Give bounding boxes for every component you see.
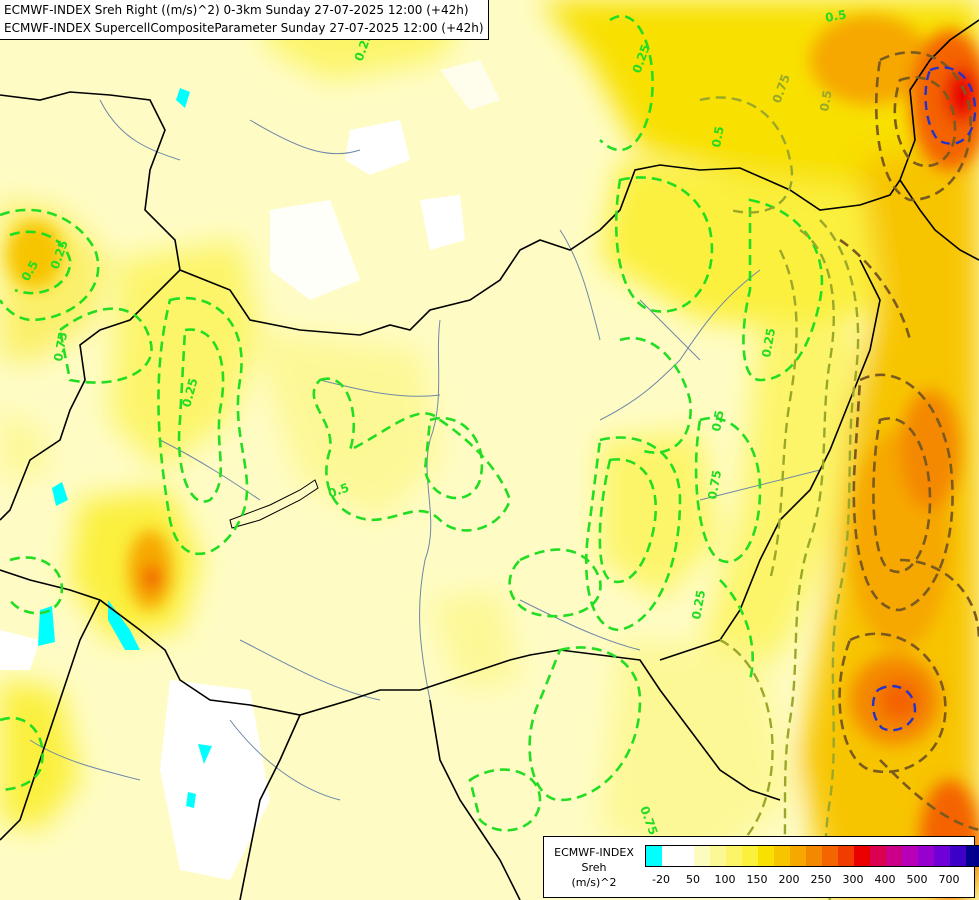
map-title-line-1: ECMWF-INDEX Sreh Right ((m/s)^2) 0-3km S… [4, 3, 469, 17]
legend-swatch [950, 846, 966, 866]
legend-swatch [806, 846, 822, 866]
legend-tick-label: 300 [842, 873, 864, 886]
legend-swatch [726, 846, 742, 866]
legend-swatch [694, 846, 710, 866]
contour-label: 0.75 [705, 469, 724, 501]
legend-swatch [710, 846, 726, 866]
legend-swatch [758, 846, 774, 866]
contour-label: 0.25 [689, 589, 708, 621]
legend-text: ECMWF-INDEX Sreh (m/s)^2 [548, 845, 640, 890]
contour-label: 0.25 [759, 327, 778, 359]
legend-source: ECMWF-INDEX [554, 846, 634, 859]
legend-tick-label: 100 [714, 873, 736, 886]
legend-tick-label: 500 [906, 873, 928, 886]
legend-swatch [646, 846, 662, 866]
legend-tick-label: 50 [686, 873, 700, 886]
contour-label: 0.5 [709, 409, 726, 432]
legend-swatch [870, 846, 886, 866]
contour-label: 0.5 [824, 7, 847, 24]
legend-swatch [742, 846, 758, 866]
legend-variable: Sreh [581, 861, 607, 874]
low-sreh-patches [0, 60, 500, 880]
legend-swatch [790, 846, 806, 866]
contour-label: 0.5 [817, 89, 834, 112]
contour-label: 0.5 [709, 125, 726, 148]
legend-swatch [966, 846, 979, 866]
legend-swatch [822, 846, 838, 866]
scp-contours-olive [689, 96, 860, 900]
legend-tick-label: -20 [652, 873, 670, 886]
legend-swatch [678, 846, 694, 866]
country-borders [0, 19, 979, 900]
lake [229, 479, 319, 529]
legend-tick-label: 400 [874, 873, 896, 886]
legend-swatch [934, 846, 950, 866]
legend-tick-label: 200 [778, 873, 800, 886]
legend-swatch [918, 846, 934, 866]
legend-tick-label: 150 [746, 873, 768, 886]
scp-contours-green [0, 14, 824, 832]
contour-label: 0.5 [326, 480, 351, 500]
legend-swatch [886, 846, 902, 866]
legend-swatch [662, 846, 678, 866]
legend-tick-label: 700 [938, 873, 960, 886]
map-title-box: ECMWF-INDEX Sreh Right ((m/s)^2) 0-3km S… [0, 0, 489, 40]
legend-swatch [902, 846, 918, 866]
scp-contours-blue [871, 66, 977, 732]
legend-units: (m/s)^2 [571, 876, 617, 889]
scp-contours-dark [838, 51, 979, 832]
legend-color-bar [645, 845, 979, 867]
color-legend: ECMWF-INDEX Sreh (m/s)^2 -20 50 100 150 200 2… [543, 836, 979, 898]
legend-swatch [854, 846, 870, 866]
legend-tick-labels: -20 50 100 150 200 250 300 400 500 700 [645, 873, 967, 889]
legend-tick-label: 250 [810, 873, 832, 886]
map-title-line-2: ECMWF-INDEX SupercellCompositeParameter … [4, 21, 484, 35]
rivers [29, 99, 821, 801]
contour-label: 0.75 [51, 331, 70, 363]
legend-swatch [774, 846, 790, 866]
legend-swatch [838, 846, 854, 866]
